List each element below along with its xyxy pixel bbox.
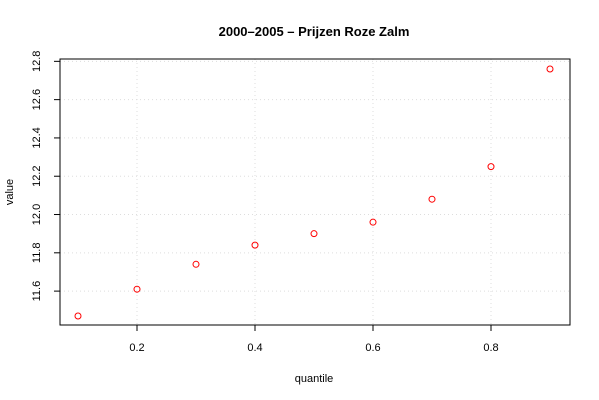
data-point [133, 285, 141, 293]
data-point [310, 230, 318, 238]
y-tick-label: 12.0 [31, 204, 43, 225]
plot-frame [59, 58, 571, 326]
x-tick-label: 0.8 [483, 342, 498, 354]
data-point [192, 260, 200, 268]
data-point [74, 312, 82, 320]
chart-title: 2000–2005 – Prijzen Roze Zalm [219, 24, 410, 39]
y-tick-label: 12.2 [31, 166, 43, 187]
x-tick-label: 0.6 [365, 342, 380, 354]
y-axis: 11.6 11.8 12.0 12.2 12.4 12.6 12.8 [31, 51, 60, 302]
y-tick-label: 11.6 [31, 281, 43, 302]
grid [60, 59, 570, 325]
x-axis-label: quantile [295, 373, 334, 385]
y-tick-label: 11.8 [31, 243, 43, 264]
y-tick-label: 12.8 [31, 51, 43, 72]
y-axis-label: value [4, 179, 16, 205]
y-tick-label: 12.6 [31, 89, 43, 110]
x-tick-label: 0.4 [247, 342, 262, 354]
data-point [428, 195, 436, 203]
data-point [369, 218, 377, 226]
x-axis: 0.2 0.4 0.6 0.8 [129, 325, 499, 354]
y-tick-label: 12.4 [31, 127, 43, 148]
x-tick-label: 0.2 [129, 342, 144, 354]
data-point [546, 65, 554, 73]
data-points [74, 65, 554, 320]
data-point [251, 241, 259, 249]
data-point [487, 163, 495, 171]
